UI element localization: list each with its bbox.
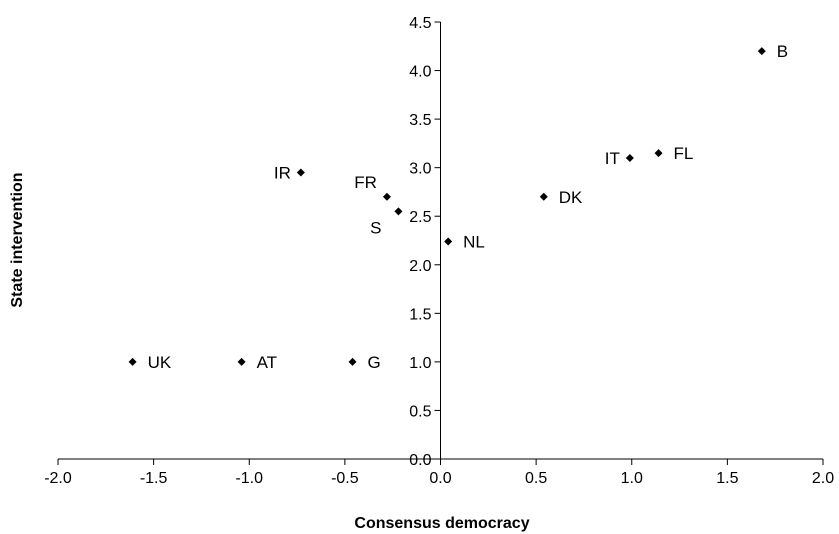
data-point: FL: [654, 144, 694, 163]
data-point: FR: [354, 173, 391, 201]
x-tick-label: -1.5: [140, 470, 168, 487]
diamond-marker: [394, 207, 403, 216]
point-label: B: [777, 42, 788, 61]
point-label: AT: [257, 353, 277, 372]
y-tick-label: 2.0: [409, 258, 431, 275]
x-tick-label: 0.0: [429, 470, 451, 487]
diamond-marker: [444, 237, 453, 246]
x-tick-label: 1.5: [716, 470, 738, 487]
diamond-marker: [348, 357, 357, 366]
y-tick-label: 0.5: [409, 403, 431, 420]
point-label: IR: [274, 164, 291, 183]
x-tick-label: -0.5: [331, 470, 359, 487]
diamond-marker: [539, 192, 548, 201]
x-tick-label: 0.5: [525, 470, 547, 487]
diamond-marker: [296, 168, 305, 177]
diamond-marker: [625, 153, 634, 162]
y-tick-label: 3.0: [409, 161, 431, 178]
y-tick-label: 1.5: [409, 306, 431, 323]
point-label: NL: [463, 232, 485, 251]
x-tick-label: 2.0: [812, 470, 834, 487]
point-label: IT: [605, 149, 620, 168]
x-tick-label: 1.0: [621, 470, 643, 487]
diamond-marker: [382, 192, 391, 201]
data-point: G: [348, 353, 381, 372]
y-tick-label: 2.5: [409, 209, 431, 226]
diamond-marker: [237, 357, 246, 366]
y-axis-ticks: 0.0 0.5 1.0 1.5 2.0 2.5 3.0 3.5 4.0 4.5: [409, 15, 441, 469]
point-label: FR: [354, 173, 377, 192]
x-tick-label: -1.0: [235, 470, 263, 487]
data-point: IR: [274, 164, 305, 183]
data-point: UK: [128, 353, 172, 372]
point-label: G: [368, 353, 381, 372]
point-label: DK: [559, 188, 583, 207]
data-point: AT: [237, 353, 277, 372]
axes: [58, 22, 823, 460]
data-points: B IT FL DK NL IR FR S UK AT G: [128, 42, 788, 372]
x-tick-label: -2.0: [44, 470, 72, 487]
x-axis-title: Consensus democracy: [354, 515, 529, 532]
diamond-marker: [757, 47, 766, 56]
point-label: S: [370, 218, 381, 237]
y-tick-label: 4.5: [409, 15, 431, 32]
point-label: FL: [674, 144, 694, 163]
y-tick-label: 1.0: [409, 355, 431, 372]
diamond-marker: [128, 357, 137, 366]
y-tick-label: 3.5: [409, 112, 431, 129]
data-point: B: [757, 42, 788, 61]
data-point: NL: [444, 232, 485, 251]
diamond-marker: [654, 149, 663, 158]
point-label: UK: [148, 353, 172, 372]
y-axis-title: State intervention: [9, 172, 26, 307]
x-axis-ticks: -2.0 -1.5 -1.0 -0.5 0.0 0.5 1.0 1.5 2.0: [44, 459, 834, 487]
data-point: DK: [539, 188, 583, 207]
data-point: S: [370, 207, 403, 237]
data-point: IT: [605, 149, 634, 168]
y-tick-label: 4.0: [409, 64, 431, 81]
y-tick-label: 0.0: [409, 452, 431, 469]
